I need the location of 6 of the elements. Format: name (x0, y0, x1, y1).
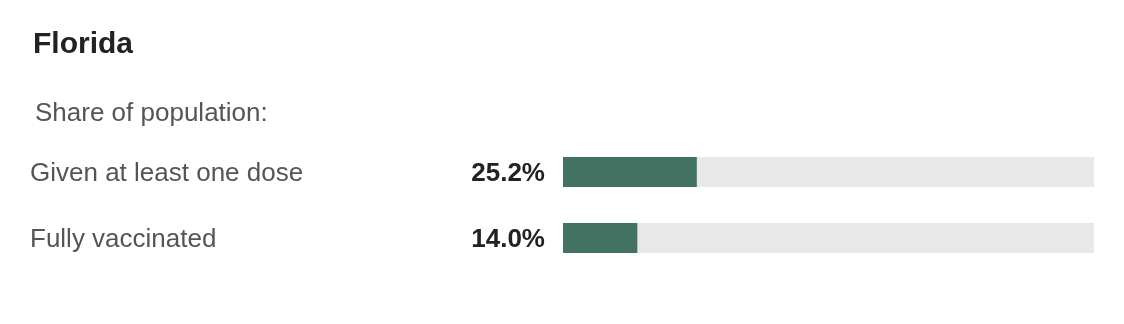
data-label: 14.0% (471, 223, 545, 253)
text: Share of population: (35, 97, 268, 127)
y-tick-label: Fully vaccinated (30, 223, 217, 253)
text: Florida (33, 25, 134, 59)
data-label: 25.2% (471, 157, 545, 187)
y-tick-label: Given at least one dose (30, 157, 304, 187)
